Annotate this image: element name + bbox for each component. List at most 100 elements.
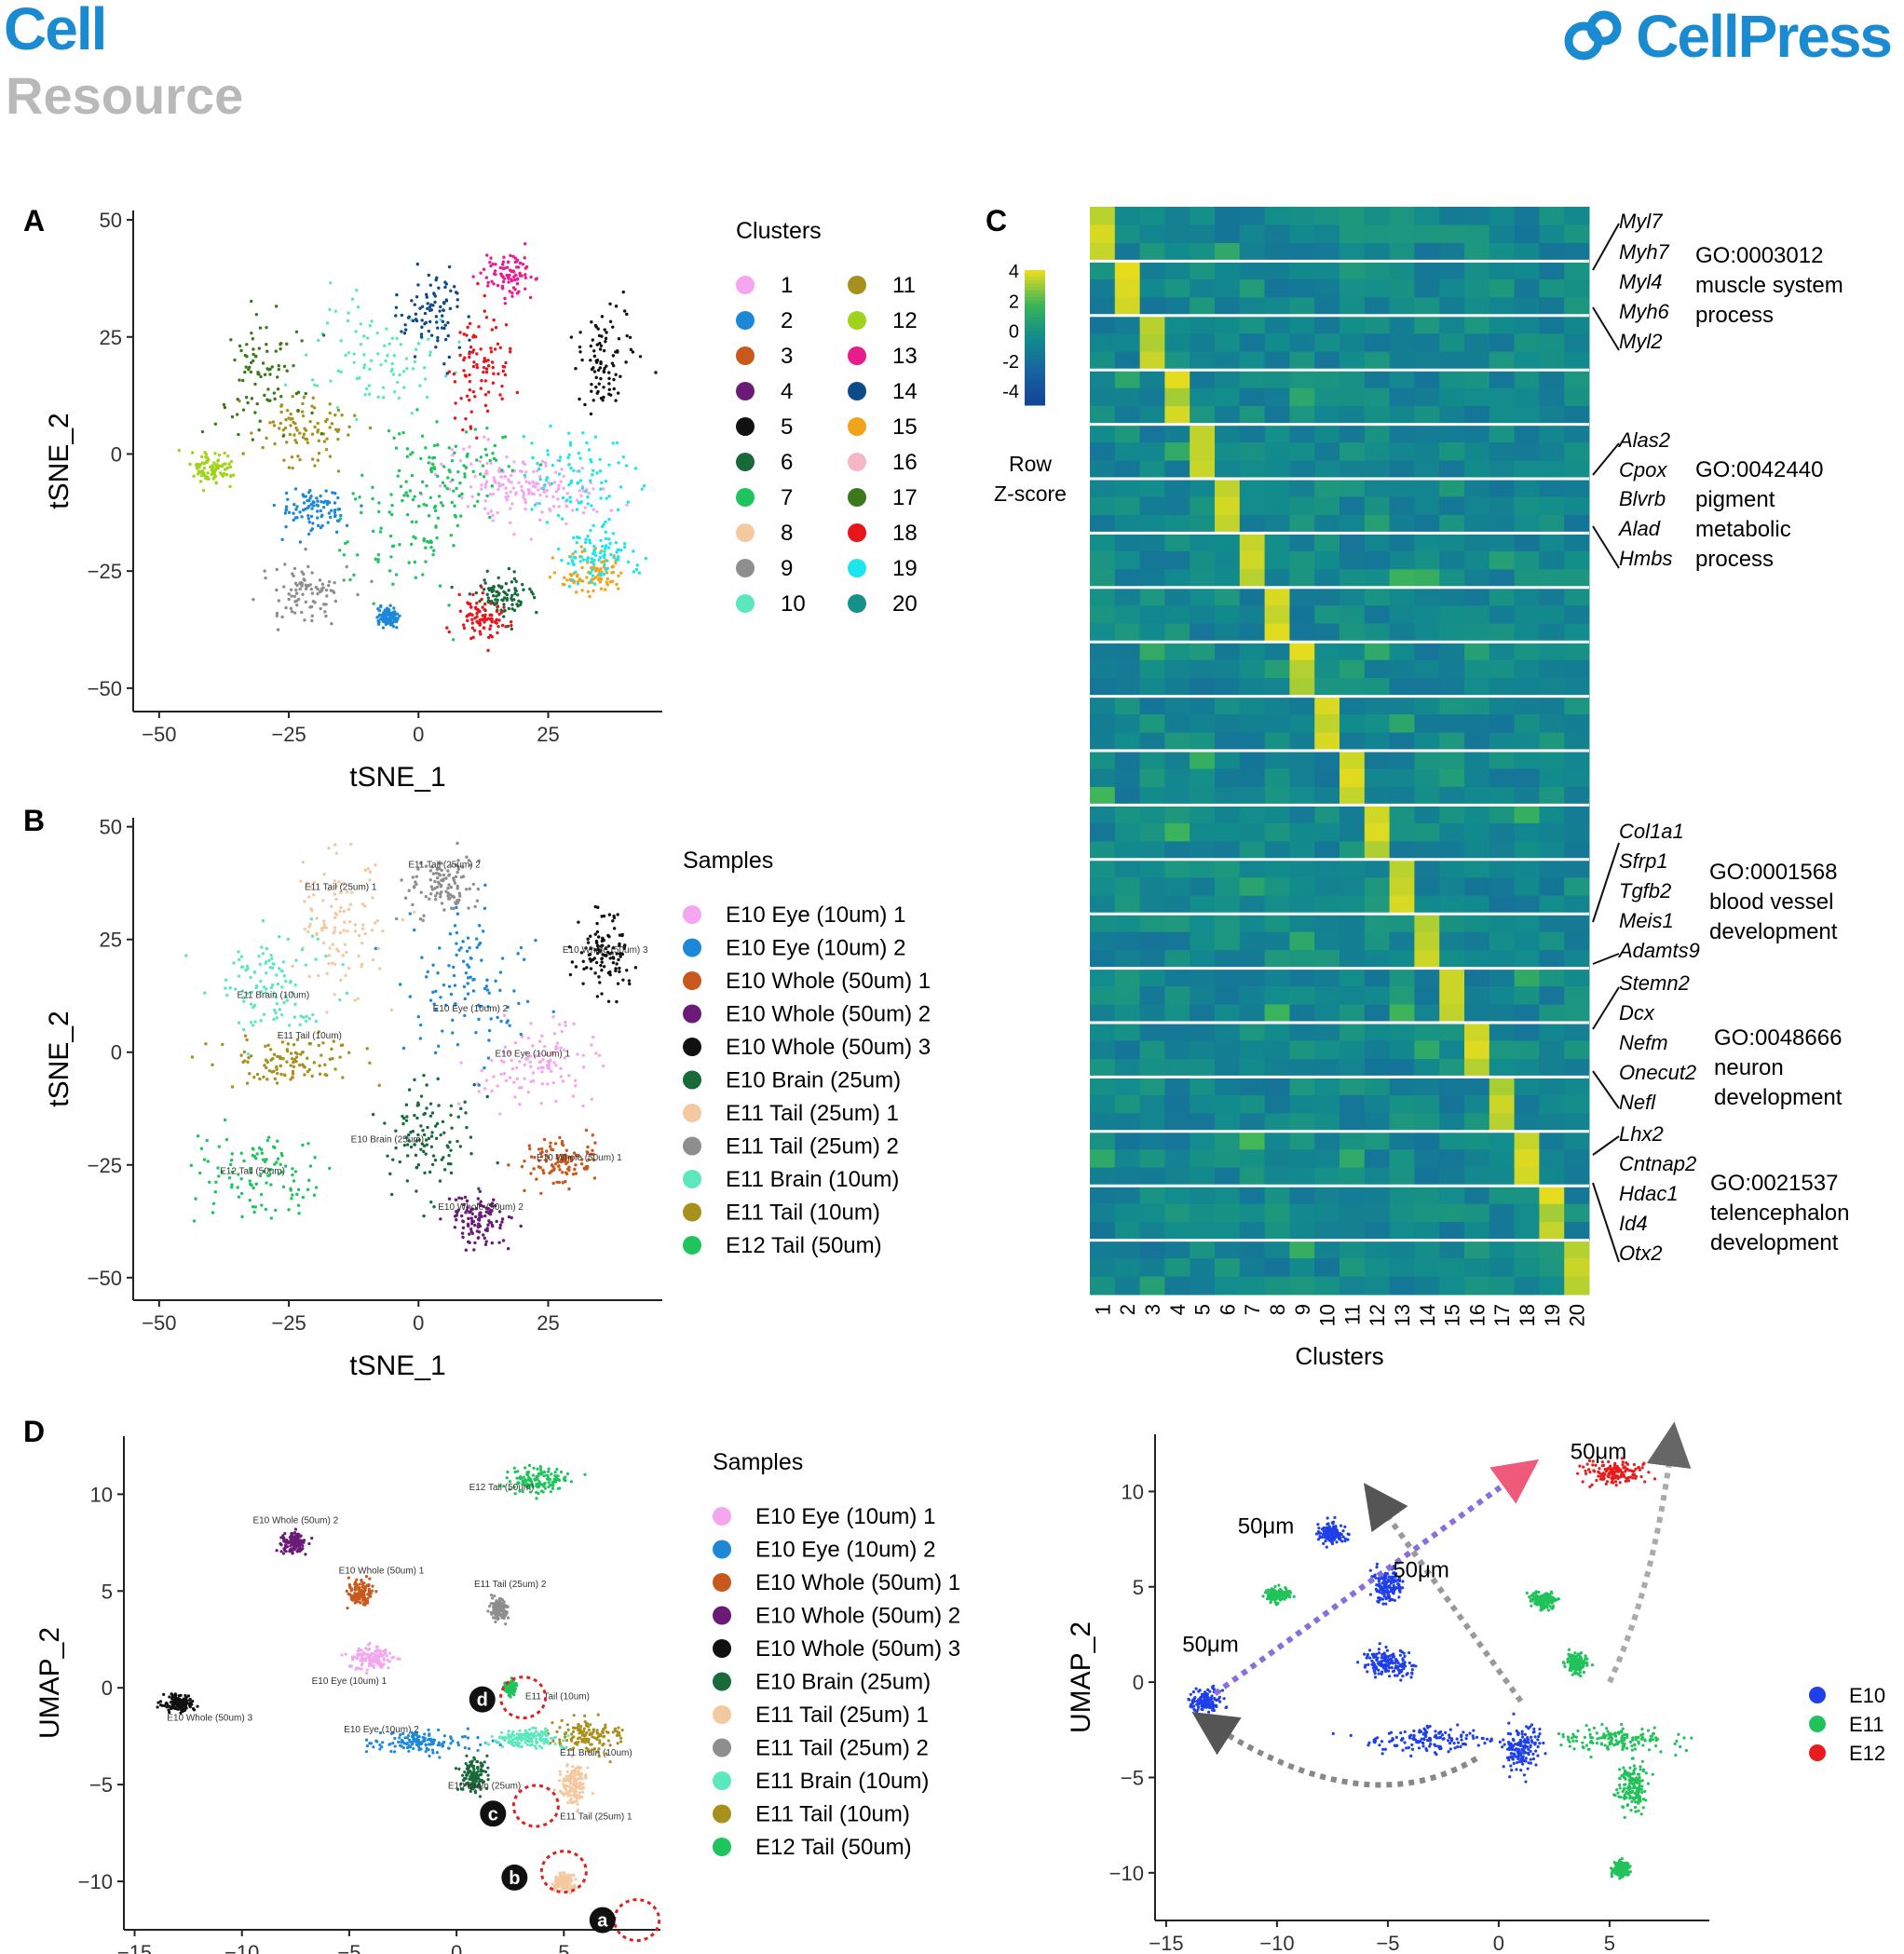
point	[340, 1043, 345, 1047]
point	[462, 447, 466, 451]
heatmap-cell	[1489, 642, 1516, 661]
point	[394, 446, 399, 450]
point	[483, 379, 488, 383]
point	[473, 1223, 477, 1228]
heatmap-cell	[1464, 696, 1490, 715]
point	[480, 617, 483, 621]
point	[307, 925, 311, 929]
point	[249, 370, 253, 374]
point	[449, 1104, 454, 1107]
point	[443, 337, 448, 342]
point	[476, 1236, 481, 1240]
point	[596, 327, 600, 331]
heatmap-cell	[1090, 1258, 1116, 1278]
heatmap-cell	[1090, 514, 1116, 534]
heatmap-cell	[1114, 642, 1141, 661]
heatmap-cell	[1564, 623, 1590, 643]
heatmap-cell	[1289, 1077, 1315, 1096]
legend-swatch	[736, 276, 755, 294]
heatmap-cell	[1539, 877, 1565, 897]
heatmap-cell	[1215, 1258, 1241, 1278]
point	[266, 1043, 270, 1047]
point	[339, 339, 343, 343]
point	[235, 413, 239, 416]
point	[458, 459, 463, 463]
heatmap-cell	[1314, 406, 1340, 426]
point	[429, 1145, 434, 1148]
point	[411, 451, 415, 455]
point	[321, 899, 325, 902]
heatmap-cell	[1364, 642, 1391, 661]
point	[543, 482, 547, 487]
point	[496, 584, 501, 588]
point	[328, 307, 332, 312]
heatmap-cell	[1215, 1094, 1241, 1114]
point	[543, 1486, 547, 1490]
point	[537, 1491, 540, 1495]
point	[317, 973, 320, 978]
heatmap-cell	[1564, 696, 1590, 715]
point	[492, 282, 496, 286]
point	[569, 481, 573, 485]
heatmap-cell	[1164, 1186, 1190, 1205]
heatmap-cell	[1239, 297, 1266, 317]
point	[484, 367, 489, 371]
point	[419, 335, 424, 339]
heatmap-cell	[1340, 605, 1366, 625]
heatmap-cell	[1439, 1131, 1465, 1150]
heatmap-cell	[1289, 822, 1315, 842]
point	[428, 1102, 433, 1106]
heatmap-cell	[1090, 424, 1116, 443]
point	[491, 452, 495, 455]
point	[479, 387, 483, 390]
heatmap-cell	[1215, 1222, 1241, 1242]
point	[376, 395, 380, 400]
point	[353, 930, 358, 933]
point	[515, 1476, 519, 1480]
point	[546, 1082, 550, 1086]
point	[605, 577, 610, 581]
heatmap-cell	[1289, 297, 1315, 317]
point	[433, 897, 438, 902]
point	[537, 518, 542, 522]
heatmap-cell	[1364, 442, 1391, 462]
point	[625, 969, 629, 972]
point	[278, 427, 281, 430]
point	[392, 390, 397, 394]
heatmap-cell	[1514, 859, 1540, 878]
point	[502, 615, 506, 618]
point	[563, 1478, 566, 1482]
heatmap-cell	[1114, 207, 1141, 225]
heatmap-cell	[1090, 1094, 1116, 1114]
heatmap-cell	[1464, 859, 1490, 878]
point	[265, 436, 268, 441]
point	[333, 962, 337, 966]
point	[513, 1041, 518, 1045]
heatmap-cell	[1239, 1131, 1266, 1150]
point	[312, 383, 317, 387]
heatmap-cell	[1414, 424, 1440, 443]
point	[477, 1083, 481, 1087]
point	[252, 1075, 256, 1079]
heatmap-cell	[1464, 986, 1490, 1006]
point	[509, 473, 513, 478]
heatmap-cell	[1289, 605, 1315, 625]
point	[551, 1015, 555, 1019]
point	[424, 1138, 428, 1142]
heatmap-cell	[1364, 986, 1391, 1006]
heatmap-cell	[1114, 1004, 1141, 1024]
point	[447, 630, 451, 634]
point	[501, 1051, 506, 1054]
point	[537, 1066, 540, 1070]
point	[258, 326, 263, 330]
point	[535, 1497, 538, 1500]
point	[198, 1171, 202, 1175]
point	[457, 346, 462, 349]
point	[616, 913, 619, 916]
heatmap-cell	[1439, 1258, 1465, 1278]
point	[336, 408, 341, 413]
point	[510, 598, 514, 602]
heatmap-cell	[1514, 1149, 1540, 1169]
point	[422, 1073, 426, 1078]
point	[333, 926, 337, 930]
